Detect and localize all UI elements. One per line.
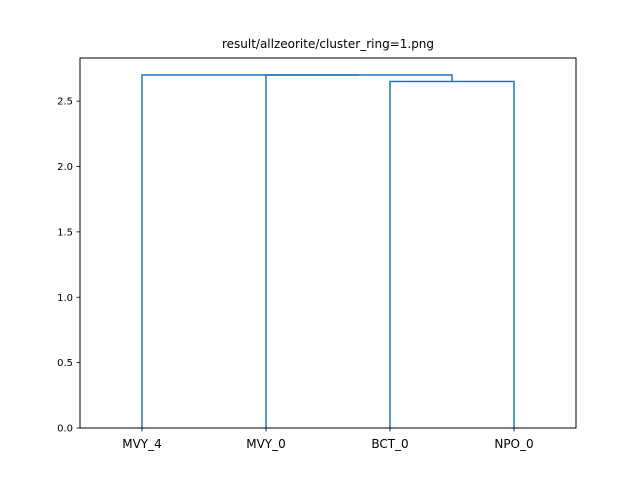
dendrogram-link bbox=[389, 80, 515, 428]
x-leaf-label: NPO_0 bbox=[494, 437, 533, 451]
y-tick-label: 2.0 bbox=[57, 162, 73, 173]
y-tick-label: 0.0 bbox=[57, 424, 73, 435]
y-axis: 0.0 0.5 1.0 1.5 2.0 2.5 bbox=[57, 97, 80, 435]
dendrogram-links bbox=[141, 74, 515, 428]
y-tick-label: 1.0 bbox=[57, 293, 73, 304]
y-tick-label: 2.5 bbox=[57, 97, 73, 108]
x-leaf-label: MVY_0 bbox=[246, 437, 286, 451]
x-leaf-label: MVY_4 bbox=[122, 437, 162, 451]
dendrogram-link bbox=[265, 74, 453, 428]
x-axis: MVY_4 MVY_0 BCT_0 NPO_0 bbox=[122, 428, 534, 451]
dendrogram-link bbox=[141, 74, 359, 428]
x-leaf-label: BCT_0 bbox=[371, 437, 408, 451]
chart-title: result/allzeorite/cluster_ring=1.png bbox=[222, 37, 434, 51]
plot-frame bbox=[79, 57, 577, 429]
y-tick-label: 0.5 bbox=[57, 358, 73, 369]
y-tick-label: 1.5 bbox=[57, 227, 73, 238]
